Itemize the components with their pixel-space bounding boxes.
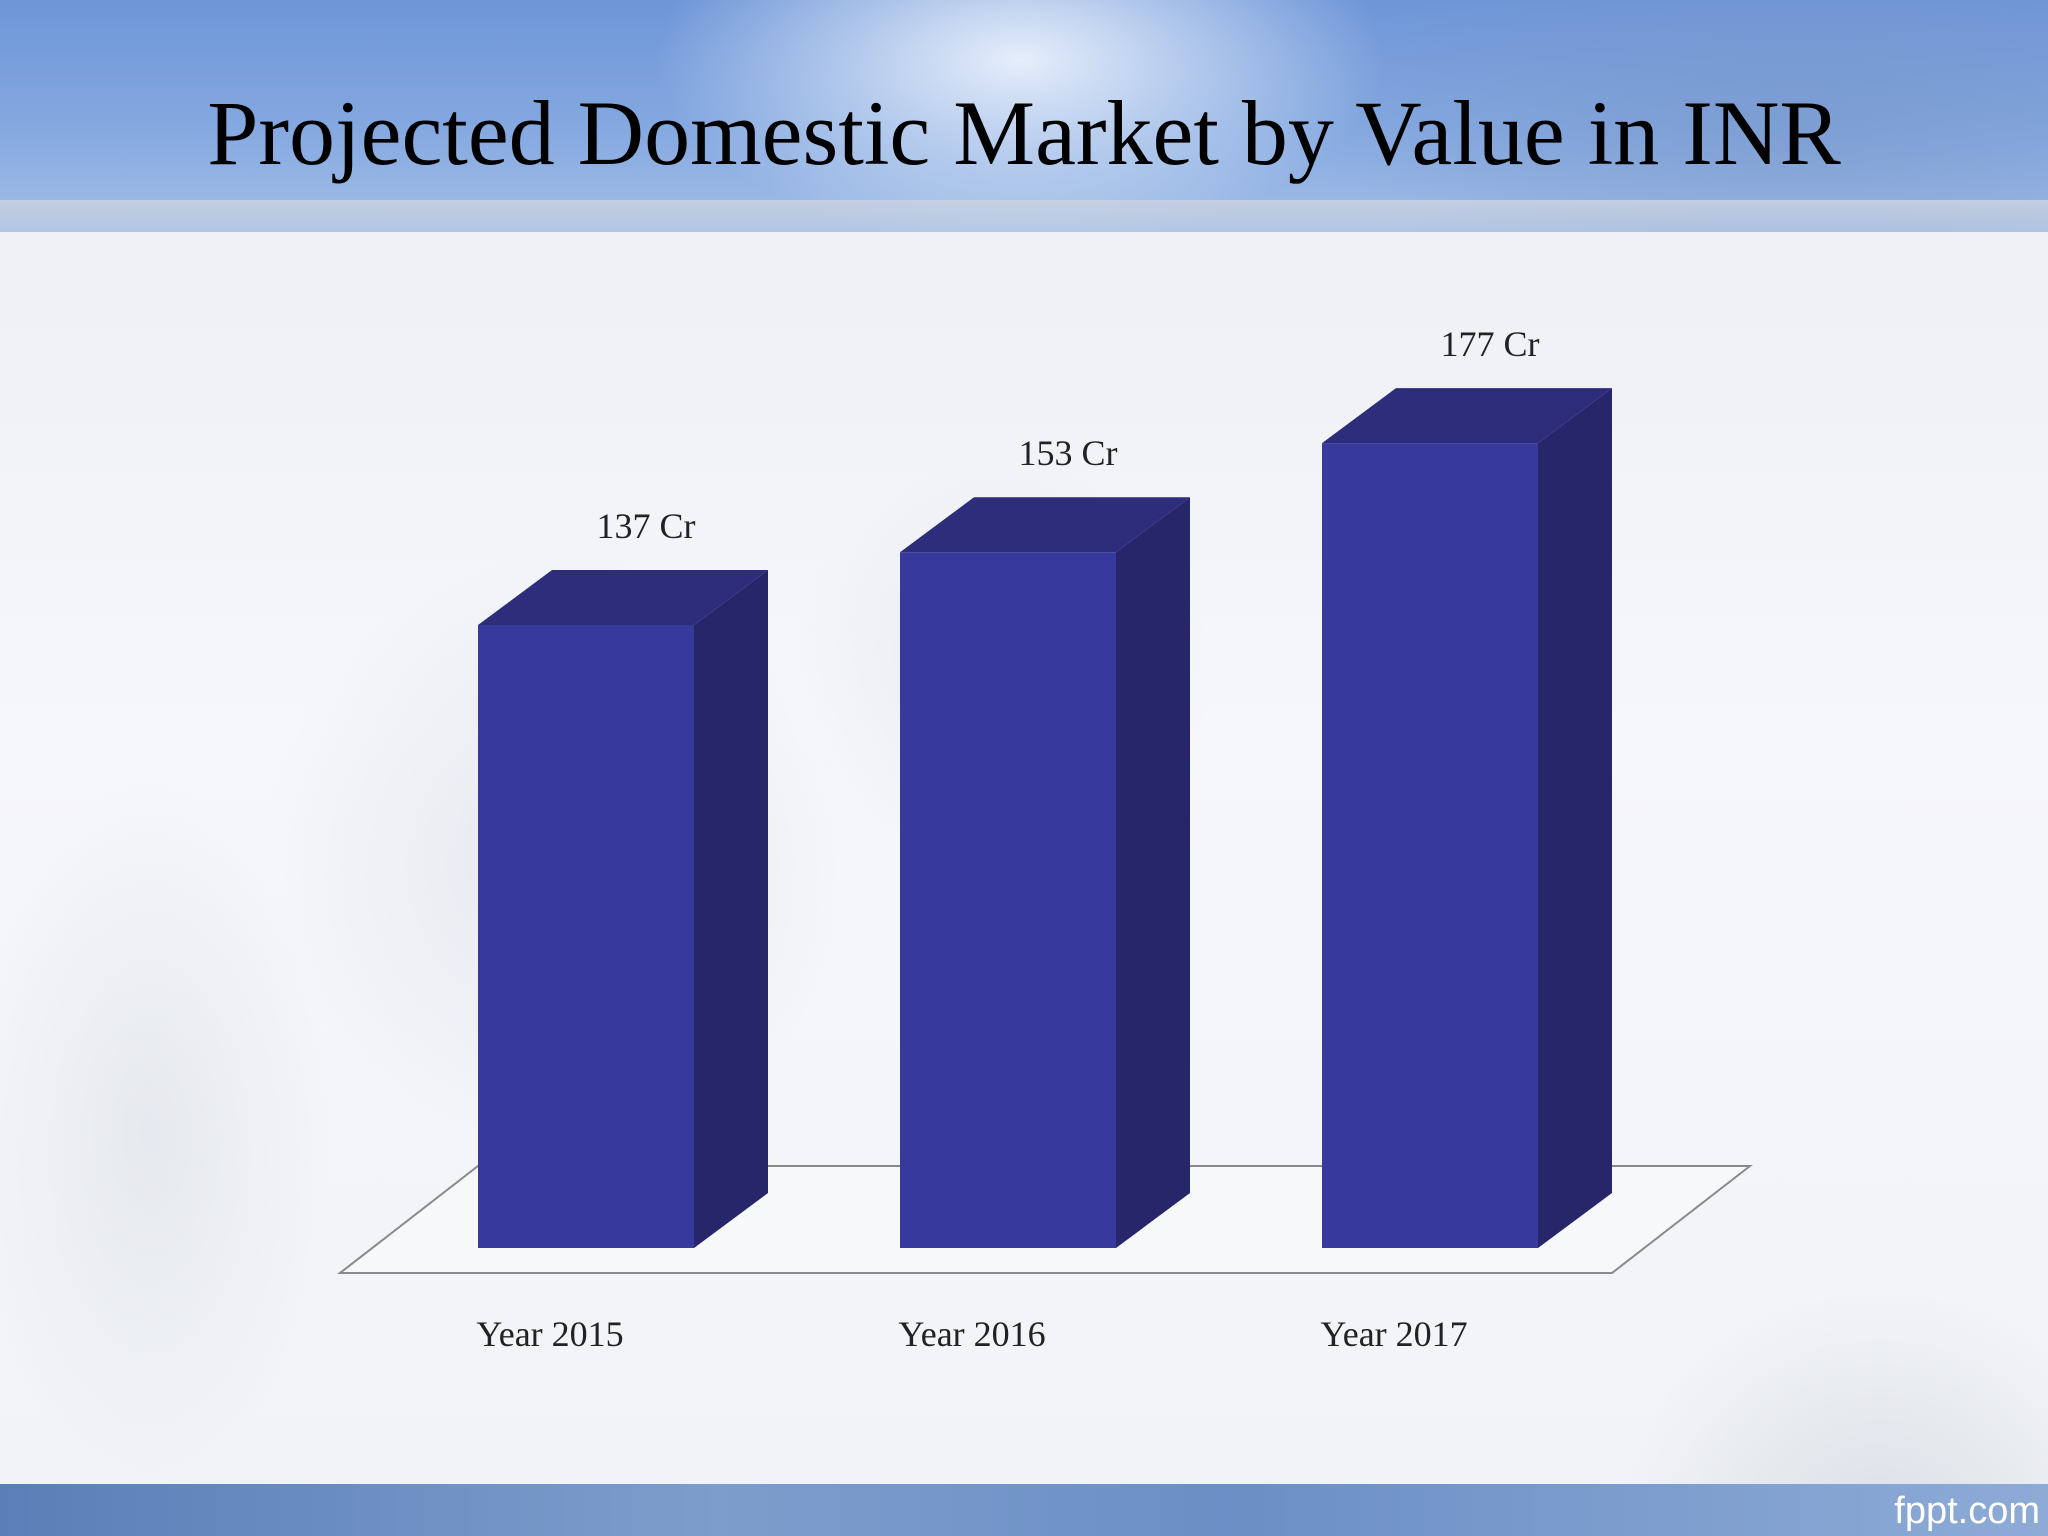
bar-side: [1116, 497, 1190, 1249]
bar-top: [1322, 388, 1612, 444]
data-label: 137 Cr: [597, 506, 696, 546]
slide-title: Projected Domestic Market by Value in IN…: [207, 82, 1841, 184]
bar: [1322, 388, 1612, 1249]
bar-front: [1322, 443, 1538, 1249]
footer-band: [0, 1484, 2048, 1536]
category-label: Year 2017: [1320, 1314, 1467, 1354]
bar-top: [900, 497, 1190, 553]
bar: [478, 570, 768, 1248]
bar-front: [478, 625, 694, 1248]
bar: [900, 497, 1190, 1249]
bar-top: [478, 570, 768, 625]
footer-brand-text: fppt.com: [1894, 1490, 2040, 1532]
bar-front: [900, 552, 1116, 1248]
data-label: 177 Cr: [1441, 324, 1540, 364]
category-label: Year 2015: [476, 1314, 623, 1354]
bar-side: [694, 570, 768, 1248]
bar-side: [1538, 388, 1612, 1249]
header-band: [0, 0, 2048, 232]
data-label: 153 Cr: [1019, 433, 1118, 473]
category-label: Year 2016: [898, 1314, 1045, 1354]
